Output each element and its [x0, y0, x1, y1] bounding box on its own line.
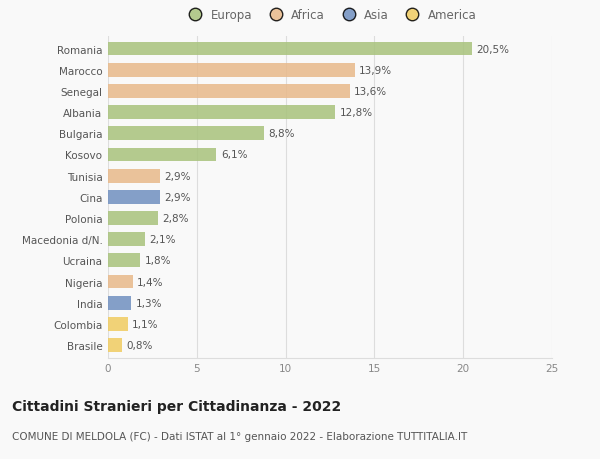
Bar — [108, 169, 160, 183]
Text: 2,1%: 2,1% — [150, 235, 176, 245]
Bar — [108, 338, 122, 352]
Text: 20,5%: 20,5% — [476, 45, 509, 55]
Bar — [108, 317, 128, 331]
Text: 2,9%: 2,9% — [164, 171, 190, 181]
Text: 13,9%: 13,9% — [359, 66, 392, 76]
Bar — [108, 148, 217, 162]
Bar — [108, 127, 264, 141]
Text: 1,3%: 1,3% — [136, 298, 162, 308]
Bar — [108, 233, 145, 246]
Text: 12,8%: 12,8% — [340, 108, 373, 118]
Text: 1,8%: 1,8% — [145, 256, 171, 266]
Text: 13,6%: 13,6% — [354, 87, 387, 97]
Text: 1,4%: 1,4% — [137, 277, 164, 287]
Bar — [108, 64, 355, 78]
Bar — [108, 106, 335, 120]
Text: 6,1%: 6,1% — [221, 150, 247, 160]
Bar — [108, 254, 140, 268]
Text: 2,9%: 2,9% — [164, 192, 190, 202]
Bar — [108, 275, 133, 289]
Bar — [108, 85, 350, 99]
Legend: Europa, Africa, Asia, America: Europa, Africa, Asia, America — [179, 4, 481, 27]
Text: 8,8%: 8,8% — [269, 129, 295, 139]
Text: Cittadini Stranieri per Cittadinanza - 2022: Cittadini Stranieri per Cittadinanza - 2… — [12, 399, 341, 413]
Text: 1,1%: 1,1% — [132, 319, 158, 329]
Bar — [108, 43, 472, 56]
Text: COMUNE DI MELDOLA (FC) - Dati ISTAT al 1° gennaio 2022 - Elaborazione TUTTITALIA: COMUNE DI MELDOLA (FC) - Dati ISTAT al 1… — [12, 431, 467, 442]
Text: 2,8%: 2,8% — [162, 213, 188, 224]
Bar — [108, 296, 131, 310]
Text: 0,8%: 0,8% — [127, 340, 153, 350]
Bar — [108, 190, 160, 204]
Bar — [108, 212, 158, 225]
